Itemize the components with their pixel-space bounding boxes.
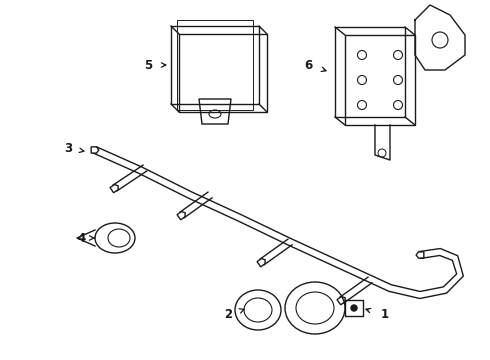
- Text: 3: 3: [64, 141, 72, 154]
- Text: 5: 5: [144, 59, 152, 72]
- Circle shape: [351, 305, 357, 311]
- Text: 2: 2: [224, 309, 232, 321]
- Text: 6: 6: [304, 59, 312, 72]
- Text: 4: 4: [78, 231, 86, 244]
- Text: 1: 1: [381, 309, 389, 321]
